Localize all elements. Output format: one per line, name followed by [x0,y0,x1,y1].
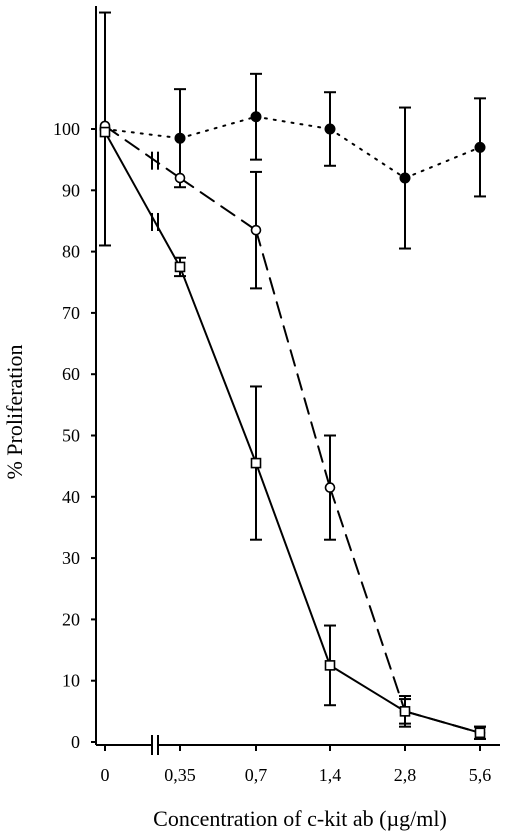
x-tick-label: 5,6 [469,765,492,785]
y-tick-label: 10 [62,671,80,691]
data-point-filled-circle [399,172,411,184]
y-axis-label: % Proliferation [2,344,27,479]
data-point-open-square [474,727,486,739]
y-tick-label: 90 [62,180,80,200]
series-line-segment [329,664,406,713]
data-point-filled-circle [174,132,186,144]
series-line-segment [329,128,406,180]
data-point-open-square [174,261,186,273]
data-point-open-square [99,126,111,138]
data-point-open-circle [324,482,336,493]
series-layer [99,11,486,740]
series-line-segment [329,486,406,713]
series-line-segment [255,229,331,489]
data-point-filled-circle [250,111,262,123]
y-tick-label: 80 [62,242,80,262]
data-point-open-circle [250,224,262,236]
axes: 0 10 20 30 40 50 60 70 80 90 100 0 0,35 0,7 1,4 2,8 5,6 [53,6,500,785]
data-point-open-square [399,706,411,717]
y-tick-label: 30 [62,548,80,568]
data-point-open-square [324,660,336,671]
y-tick-label: 40 [62,487,80,507]
y-tick-label: 60 [62,364,80,384]
y-tick-label: 70 [62,303,80,323]
series-line-segment [404,710,481,734]
y-tick-label: 100 [53,119,80,139]
series-line-segment [104,124,181,180]
x-tick-label: 0,7 [245,765,268,785]
x-tick-label: 1,4 [319,765,342,785]
y-tick-label: 50 [62,426,80,446]
series-line-segment [104,131,181,268]
series-line-segment [404,146,481,180]
y-tick-label: 0 [71,732,80,752]
data-point-filled-circle [474,141,486,153]
data-point-open-square [250,457,262,469]
x-tick-label: 0,35 [164,765,196,785]
data-point-filled-circle [324,123,336,135]
data-point-open-circle [174,172,186,184]
x-axis-label: Concentration of c-kit ab (µg/ml) [153,806,447,831]
x-tick-label: 2,8 [394,765,417,785]
x-tick-label: 0 [101,765,110,785]
series-line-segment [255,115,331,130]
series-line-segment [179,265,257,465]
series-line-segment [179,115,257,140]
series-line-segment [104,128,181,140]
series-3 [99,126,486,740]
series-line-segment [179,177,257,232]
y-tick-label: 20 [62,609,80,629]
series-line-segment [255,462,331,667]
